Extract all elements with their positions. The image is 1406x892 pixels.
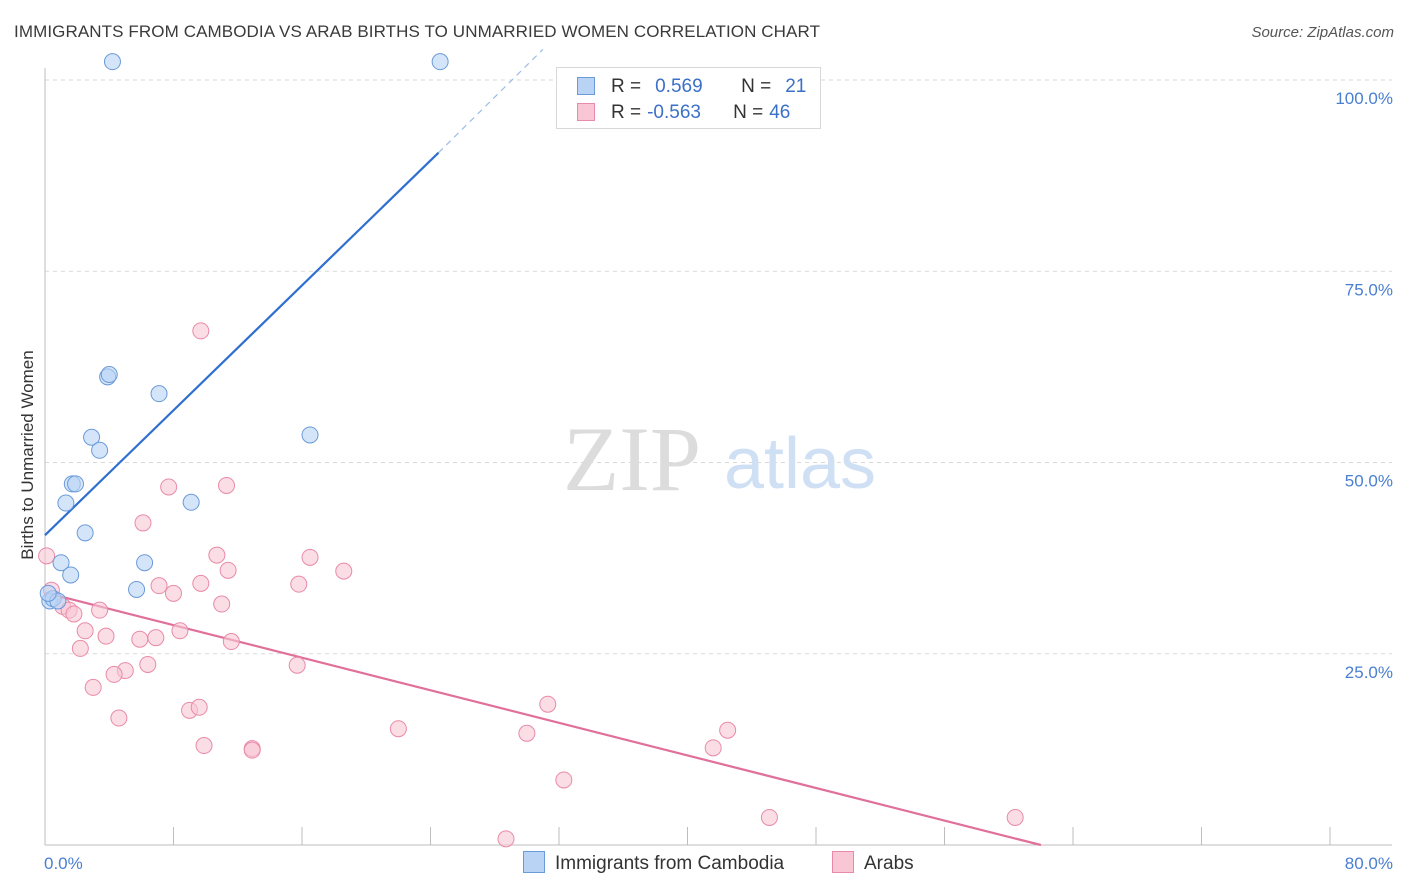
data-point-cambodia[interactable] <box>52 554 70 572</box>
data-point-arabs[interactable] <box>160 478 178 496</box>
data-point-cambodia[interactable] <box>67 475 85 493</box>
data-point-cambodia[interactable] <box>62 566 80 584</box>
y-tick-label: 50.0% <box>1345 472 1393 491</box>
legend-item-arabs[interactable]: Arabs <box>832 851 914 875</box>
x-tick-label-max: 80.0% <box>1345 854 1393 873</box>
data-point-arabs[interactable] <box>134 514 152 532</box>
data-point-arabs[interactable] <box>243 741 261 759</box>
legend-r-label: R = <box>611 76 642 97</box>
data-point-arabs[interactable] <box>389 720 407 738</box>
data-point-cambodia[interactable] <box>301 426 319 444</box>
watermark-zip: ZIP <box>563 408 701 510</box>
chart-title: IMMIGRANTS FROM CAMBODIA VS ARAB BIRTHS … <box>14 22 821 41</box>
data-point-arabs[interactable] <box>760 808 778 826</box>
data-point-cambodia[interactable] <box>431 53 449 71</box>
legend-swatch-pink <box>832 851 854 873</box>
data-point-arabs[interactable] <box>76 622 94 640</box>
data-point-arabs[interactable] <box>222 633 240 651</box>
legend-n-value: 21 <box>785 76 807 97</box>
data-point-arabs[interactable] <box>171 622 189 640</box>
legend-n-label: N = <box>741 76 772 97</box>
data-point-arabs[interactable] <box>192 574 210 592</box>
data-point-arabs[interactable] <box>150 577 168 595</box>
x-tick-label-min: 0.0% <box>44 854 83 873</box>
data-point-arabs[interactable] <box>84 678 102 696</box>
data-point-arabs[interactable] <box>555 771 573 789</box>
data-point-arabs[interactable] <box>208 546 226 564</box>
data-point-arabs[interactable] <box>288 656 306 674</box>
data-point-cambodia[interactable] <box>39 584 57 602</box>
data-point-arabs[interactable] <box>165 584 182 602</box>
data-point-arabs[interactable] <box>65 605 83 623</box>
y-tick-label: 25.0% <box>1345 663 1393 682</box>
trend-line-arabs <box>44 591 1042 847</box>
legend-r-value: 0.569 <box>655 76 703 97</box>
legend-item-cambodia[interactable]: Immigrants from Cambodia <box>523 851 784 875</box>
data-point-cambodia[interactable] <box>83 428 101 446</box>
data-point-arabs[interactable] <box>301 548 319 566</box>
data-point-arabs[interactable] <box>139 655 157 673</box>
y-tick-label: 75.0% <box>1345 280 1393 299</box>
data-point-arabs[interactable] <box>192 322 210 340</box>
data-point-arabs[interactable] <box>105 665 123 683</box>
data-point-arabs[interactable] <box>97 627 115 645</box>
data-point-arabs[interactable] <box>497 830 515 848</box>
data-point-cambodia[interactable] <box>182 493 200 511</box>
trend-line-cambodia <box>44 151 440 536</box>
data-point-arabs[interactable] <box>335 562 353 580</box>
watermark-atlas: atlas <box>724 424 876 504</box>
data-point-arabs[interactable] <box>38 547 56 565</box>
legend-swatch-blue <box>577 77 595 95</box>
data-point-arabs[interactable] <box>539 695 557 713</box>
data-point-cambodia[interactable] <box>103 53 121 71</box>
data-point-arabs[interactable] <box>719 721 737 739</box>
data-point-cambodia[interactable] <box>150 385 168 403</box>
data-point-arabs[interactable] <box>219 561 237 579</box>
data-point-cambodia[interactable] <box>57 494 75 512</box>
data-point-cambodia[interactable] <box>91 441 109 459</box>
legend-r-label: R = <box>611 102 642 123</box>
legend-row-cambodia: R = 0.569 N = 21 <box>577 76 806 102</box>
legend-n-value: 46 <box>769 102 791 123</box>
legend-label-arabs: Arabs <box>864 853 914 874</box>
gridlines <box>45 79 1392 655</box>
legend-row-arabs: R = -0.563 N = 46 <box>577 102 790 128</box>
data-point-arabs[interactable] <box>290 575 308 593</box>
watermark: ZIP atlas <box>563 408 876 510</box>
data-point-arabs[interactable] <box>1006 808 1024 826</box>
data-point-arabs[interactable] <box>131 630 149 648</box>
data-point-arabs[interactable] <box>218 476 236 494</box>
source-credit: Source: ZipAtlas.com <box>1251 24 1394 41</box>
data-point-arabs[interactable] <box>110 709 128 727</box>
legend-n-label: N = <box>733 102 764 123</box>
y-tick-label: 100.0% <box>1335 89 1393 108</box>
data-point-arabs[interactable] <box>71 639 89 657</box>
data-point-cambodia[interactable] <box>128 580 146 598</box>
data-point-cambodia[interactable] <box>100 366 118 384</box>
legend-swatch-blue <box>523 851 545 873</box>
legend-swatch-pink <box>577 103 595 121</box>
data-point-arabs[interactable] <box>704 739 722 757</box>
data-point-arabs[interactable] <box>213 595 231 613</box>
data-point-arabs[interactable] <box>91 601 109 619</box>
data-point-cambodia[interactable] <box>76 524 94 542</box>
trend-lines <box>44 48 1042 847</box>
data-point-cambodia[interactable] <box>136 554 154 572</box>
tick-labels: 25.0% 50.0% 75.0% 100.0% 0.0% 80.0% <box>44 89 1393 873</box>
axes <box>44 68 1392 846</box>
data-point-arabs[interactable] <box>147 629 165 647</box>
data-point-arabs[interactable] <box>518 724 536 742</box>
data-point-arabs[interactable] <box>190 698 208 716</box>
trend-line-cambodia-extension <box>438 48 544 154</box>
correlation-legend: R = 0.569 N = 21 R = -0.563 N = 46 <box>556 67 821 129</box>
legend-r-value: -0.563 <box>647 102 701 123</box>
legend-label-cambodia: Immigrants from Cambodia <box>555 853 785 874</box>
data-point-arabs[interactable] <box>195 737 213 755</box>
data-points <box>38 53 1024 848</box>
series-legend: Immigrants from Cambodia Arabs <box>0 851 1406 879</box>
